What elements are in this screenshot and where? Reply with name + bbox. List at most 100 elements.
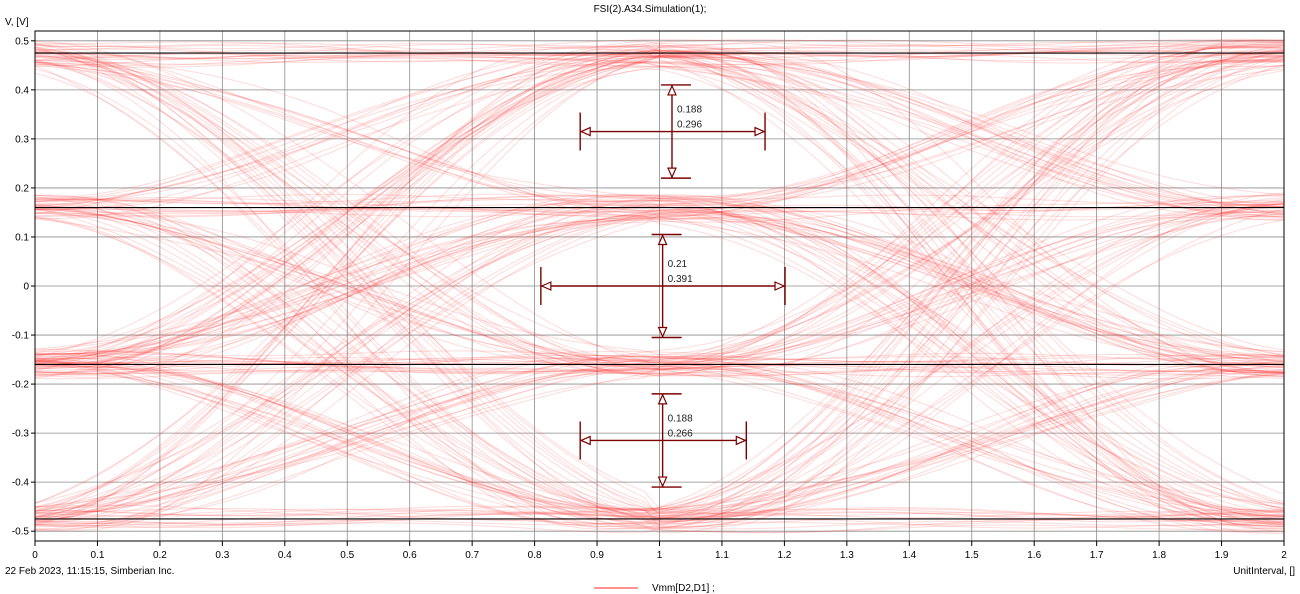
eye-trace xyxy=(34,213,1285,508)
eye-trace xyxy=(34,199,1285,519)
y-tick-label: 0.4 xyxy=(15,85,29,96)
eye-width-value: 0.391 xyxy=(668,274,693,285)
eye-trace xyxy=(34,207,1285,512)
eye-trace xyxy=(34,51,1285,216)
eye-trace xyxy=(34,55,1285,534)
x-tick-label: 0.5 xyxy=(340,550,354,561)
eye-trace xyxy=(34,357,1285,373)
eye-trace xyxy=(34,63,1285,524)
eye-trace xyxy=(34,50,1285,214)
eye-trace xyxy=(34,208,1285,527)
x-tick-label: 1.4 xyxy=(902,550,916,561)
eye-trace xyxy=(34,51,1285,352)
eye-trace xyxy=(34,55,1285,360)
eye-trace xyxy=(34,55,1285,366)
eye-trace xyxy=(34,58,1285,515)
eye-trace xyxy=(34,53,1285,531)
eye-trace xyxy=(34,60,1285,367)
eye-trace xyxy=(34,51,1285,515)
y-tick-label: -0.3 xyxy=(12,429,30,440)
eye-trace xyxy=(34,59,1285,361)
eye-trace xyxy=(34,208,1285,221)
eye-trace xyxy=(34,42,1285,355)
eye-trace xyxy=(34,506,1285,524)
x-tick-label: 0.1 xyxy=(90,550,104,561)
eye-trace xyxy=(34,51,1285,505)
eye-trace xyxy=(34,216,1285,530)
eye-trace xyxy=(34,44,1284,517)
eye-trace xyxy=(34,206,1285,362)
eye-trace xyxy=(34,205,1285,512)
eye-trace xyxy=(34,366,1285,526)
eye-trace xyxy=(34,369,1285,526)
eye-trace xyxy=(34,41,1285,511)
eye-trace xyxy=(34,49,1285,527)
eye-trace xyxy=(34,47,1285,504)
eye-trace xyxy=(34,64,1285,369)
eye-trace xyxy=(35,363,1285,530)
y-tick-label: 0.2 xyxy=(15,183,29,194)
eye-trace xyxy=(34,45,1285,351)
eye-trace xyxy=(34,356,1285,526)
eye-trace xyxy=(34,51,1285,357)
eye-trace xyxy=(34,44,1285,522)
eye-trace xyxy=(34,43,1285,374)
eye-trace xyxy=(34,357,1285,526)
eye-trace xyxy=(34,44,1285,526)
eye-trace xyxy=(34,65,1285,516)
x-tick-label: 2 xyxy=(1281,550,1287,561)
eye-trace xyxy=(34,203,1285,532)
eye-trace xyxy=(34,354,1285,524)
eye-trace xyxy=(34,70,1285,356)
eye-trace xyxy=(34,358,1285,510)
eye-trace xyxy=(34,200,1285,529)
x-tick-label: 1.1 xyxy=(715,550,729,561)
eye-trace xyxy=(34,65,1285,367)
eye-trace xyxy=(34,50,1285,523)
y-tick-label: -0.5 xyxy=(12,527,30,538)
eye-trace xyxy=(34,54,1285,360)
x-tick-label: 0.3 xyxy=(215,550,229,561)
eye-trace xyxy=(34,209,1285,515)
eye-trace xyxy=(34,214,1285,525)
eye-trace xyxy=(34,518,1285,529)
eye-trace xyxy=(34,40,1285,371)
marker-arrow xyxy=(667,84,677,96)
eye-trace xyxy=(34,43,1285,519)
eye-trace xyxy=(34,51,1285,511)
eye-trace xyxy=(34,61,1285,518)
eye-trace xyxy=(34,362,1285,527)
eye-trace xyxy=(34,66,1285,504)
eye-trace xyxy=(34,195,1285,377)
legend: Vmm[D2,D1] ; xyxy=(594,583,715,594)
x-tick-label: 1.5 xyxy=(965,550,979,561)
eye-trace xyxy=(34,350,1285,376)
eye-trace xyxy=(34,53,1285,374)
y-tick-label: -0.2 xyxy=(12,380,30,391)
x-tick-label: 0.8 xyxy=(528,550,542,561)
eye-trace xyxy=(34,192,1285,525)
eye-trace xyxy=(34,40,1285,218)
eye-trace xyxy=(34,64,1285,202)
eye-trace xyxy=(34,212,1285,518)
eye-trace xyxy=(35,43,1285,529)
marker-arrow xyxy=(774,281,786,291)
eye-trace xyxy=(34,62,1285,211)
eye-trace xyxy=(34,357,1284,516)
eye-trace xyxy=(34,362,1285,519)
eye-trace xyxy=(34,210,1285,512)
eye-height-value: 0.188 xyxy=(668,413,693,424)
eye-trace xyxy=(34,72,1285,521)
eye-trace xyxy=(34,212,1285,532)
eye-trace xyxy=(34,47,1285,371)
x-tick-label: 0.6 xyxy=(403,550,417,561)
eye-trace xyxy=(34,216,1285,527)
eye-trace xyxy=(34,204,1285,361)
eye-trace xyxy=(34,205,1285,521)
y-tick-label: 0.3 xyxy=(15,134,29,145)
eye-trace xyxy=(34,53,1285,524)
eye-trace xyxy=(34,206,1285,505)
eye-trace xyxy=(34,56,1285,517)
y-tick-label: 0.5 xyxy=(15,36,29,47)
eye-trace xyxy=(34,195,1285,514)
